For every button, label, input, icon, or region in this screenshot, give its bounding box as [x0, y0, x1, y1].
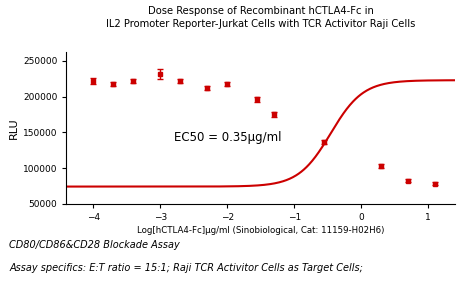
Y-axis label: RLU: RLU — [9, 117, 18, 139]
Text: EC50 = 0.35μg/ml: EC50 = 0.35μg/ml — [173, 131, 281, 144]
X-axis label: Log[hCTLA4-Fc]μg/ml (Sinobiological, Cat: 11159-H02H6): Log[hCTLA4-Fc]μg/ml (Sinobiological, Cat… — [137, 226, 384, 235]
Text: CD80/CD86&CD28 Blockade Assay: CD80/CD86&CD28 Blockade Assay — [9, 240, 180, 250]
Text: Assay specifics: E:T ratio = 15:1; Raji TCR Activitor Cells as Target Cells;: Assay specifics: E:T ratio = 15:1; Raji … — [9, 263, 364, 273]
Text: Dose Response of Recombinant hCTLA4-Fc in
IL2 Promoter Reporter-Jurkat Cells wit: Dose Response of Recombinant hCTLA4-Fc i… — [106, 6, 415, 29]
